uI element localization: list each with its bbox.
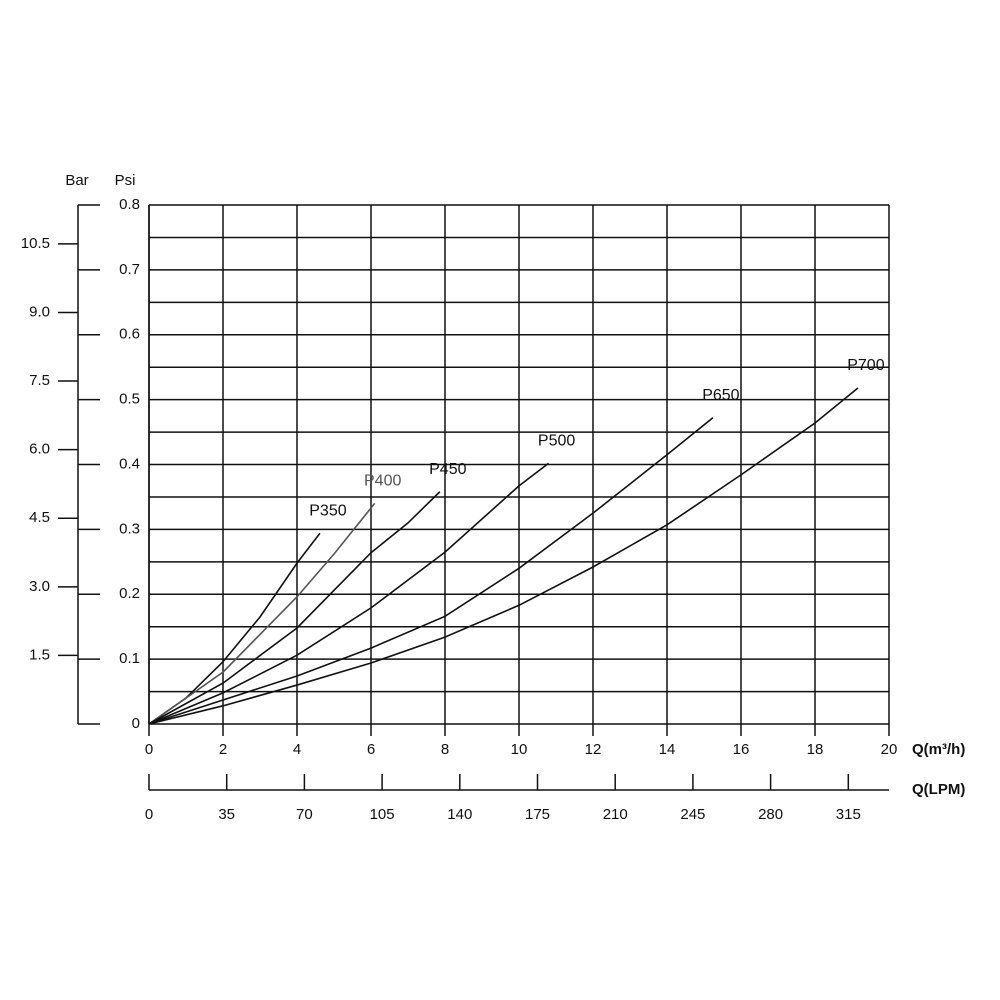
- x2-tick-label: 175: [525, 806, 550, 823]
- x-tick-label: 8: [441, 741, 449, 758]
- x2-tick-label: 210: [603, 806, 628, 823]
- y-tick-label: 0.3: [119, 520, 140, 537]
- y2-tick-label: 7.5: [29, 372, 50, 389]
- series-line: [148, 417, 714, 725]
- x-tick-label: 10: [511, 741, 528, 758]
- y-tick-label: 0.4: [119, 455, 140, 472]
- y2-tick-label: 4.5: [29, 509, 50, 526]
- x-tick-label: 18: [807, 741, 824, 758]
- y2-tick-label: 10.5: [21, 235, 50, 252]
- y2-tick-label: 3.0: [29, 578, 50, 595]
- y-tick-label: 0.7: [119, 261, 140, 278]
- x2-tick-label: 70: [296, 806, 313, 823]
- x-axis-label: Q(m³/h): [912, 741, 965, 758]
- y-tick-label: 0.1: [119, 650, 140, 667]
- y-tick-label: 0.6: [119, 326, 140, 343]
- series-line: [148, 387, 859, 725]
- x-tick-label: 2: [219, 741, 227, 758]
- y2-tick-label: 6.0: [29, 441, 50, 458]
- y-tick-label: 0: [132, 715, 140, 732]
- series-line: [148, 462, 550, 725]
- x-tick-label: 4: [293, 741, 301, 758]
- series-line: [148, 502, 376, 725]
- y2-axis-label: Bar: [65, 172, 88, 189]
- x2-tick-label: 315: [836, 806, 861, 823]
- y-axis-label: Psi: [115, 172, 136, 189]
- y-tick-label: 0.5: [119, 391, 140, 408]
- x2-tick-label: 0: [145, 806, 153, 823]
- x2-tick-label: 35: [218, 806, 235, 823]
- x-tick-label: 20: [881, 741, 898, 758]
- y-tick-label: 0.2: [119, 585, 140, 602]
- series-label: P650: [702, 387, 739, 404]
- series-label: P450: [429, 461, 466, 478]
- series-label: P400: [364, 473, 401, 490]
- x2-axis-label: Q(LPM): [912, 781, 965, 798]
- y2-tick-label: 1.5: [29, 646, 50, 663]
- x-tick-label: 6: [367, 741, 375, 758]
- y-tick-label: 0.8: [119, 196, 140, 213]
- x2-tick-label: 245: [680, 806, 705, 823]
- series-label: P700: [847, 357, 884, 374]
- series-line: [148, 491, 441, 725]
- y2-tick-label: 9.0: [29, 303, 50, 320]
- series-label: P350: [309, 502, 346, 519]
- series-label: P500: [538, 432, 575, 449]
- x2-tick-label: 280: [758, 806, 783, 823]
- x2-tick-label: 140: [447, 806, 472, 823]
- x-tick-label: 16: [733, 741, 750, 758]
- x2-tick-label: 105: [370, 806, 395, 823]
- x-tick-label: 14: [659, 741, 676, 758]
- x-tick-label: 12: [585, 741, 602, 758]
- x-tick-label: 0: [145, 741, 153, 758]
